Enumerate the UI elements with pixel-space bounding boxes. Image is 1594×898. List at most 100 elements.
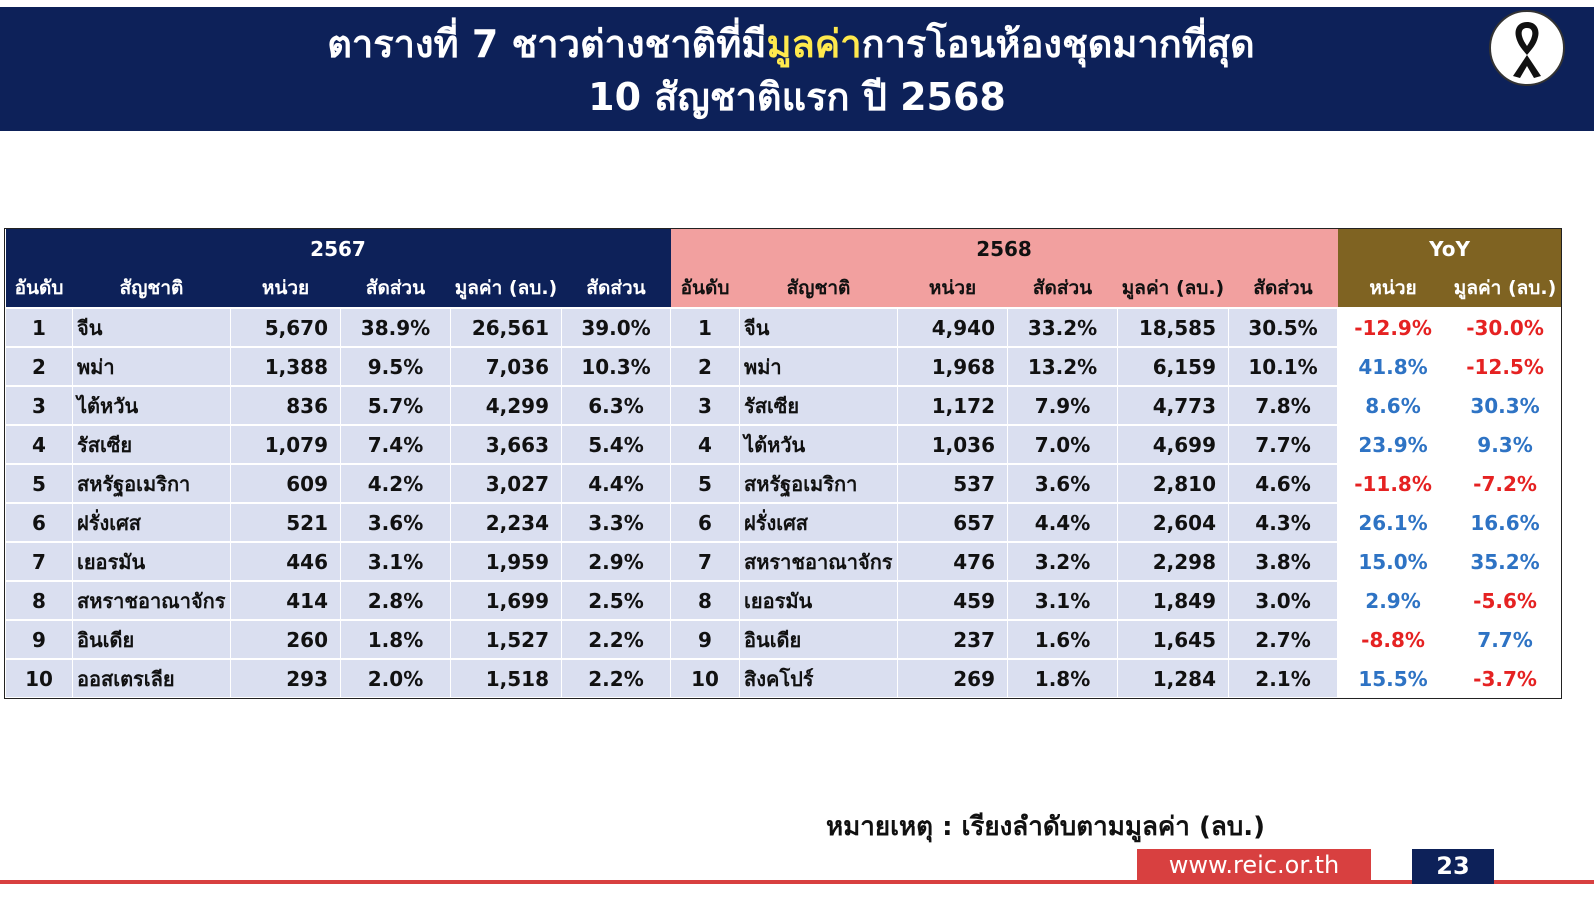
units-2568-cell: 1,036 — [897, 424, 1009, 465]
share-2568-cell: 13.2% — [1007, 346, 1119, 387]
units-2568-cell: 657 — [897, 502, 1009, 543]
value-2568-cell: 1,284 — [1117, 658, 1230, 698]
yoy-value-cell: 30.3% — [1448, 385, 1563, 426]
units-2568-cell: 1,172 — [897, 385, 1009, 426]
value-2568-cell: 4,773 — [1117, 385, 1230, 426]
share-2568-cell: 1.6% — [1007, 619, 1119, 660]
yoy-value-cell: -5.6% — [1448, 580, 1563, 621]
share-2567-cell: 38.9% — [340, 307, 451, 348]
yoy-units-cell: 26.1% — [1337, 502, 1450, 543]
yoy-value-cell: -3.7% — [1448, 658, 1563, 698]
units-2568-cell: 459 — [897, 580, 1009, 621]
nation-2568-cell: สิงคโปร์ — [739, 658, 899, 698]
nation-2568-cell: สหราชอาณาจักร — [739, 541, 899, 582]
rank-2568-cell: 4 — [670, 424, 741, 465]
table-row: 5 สหรัฐอเมริกา 609 4.2% 3,027 4.4% 5 สหรัฐอเมริ… — [5, 463, 1563, 504]
nation-2568-cell: ไต้หวัน — [739, 424, 899, 465]
table-row: 2 พม่า 1,388 9.5% 7,036 10.3% 2 พม่า 1,968 13.2% 6… — [5, 346, 1563, 387]
yoy-value-cell: 35.2% — [1448, 541, 1563, 582]
title-highlight: มูลค่า — [766, 22, 862, 66]
table-row: 9 อินเดีย 260 1.8% 1,527 2.2% 9 อินเดีย 237 1.6% 1… — [5, 619, 1563, 660]
rank-2568-cell: 10 — [670, 658, 741, 698]
yoy-units-cell: 8.6% — [1337, 385, 1450, 426]
nation-2568-cell: อินเดีย — [739, 619, 899, 660]
value-2567-cell: 3,027 — [450, 463, 562, 504]
value-share-2567-cell: 2.5% — [560, 580, 672, 621]
yoy-units-cell: 2.9% — [1337, 580, 1450, 621]
col-header-value-share: สัดส่วน — [1228, 269, 1338, 308]
value-share-2568-cell: 10.1% — [1228, 346, 1339, 387]
share-2568-cell: 33.2% — [1007, 307, 1119, 348]
rank-2568-cell: 6 — [670, 502, 741, 543]
yoy-units-cell: -11.8% — [1337, 463, 1450, 504]
value-share-2567-cell: 2.9% — [560, 541, 672, 582]
share-2567-cell: 3.1% — [340, 541, 451, 582]
share-2568-cell: 3.1% — [1007, 580, 1119, 621]
value-2568-cell: 2,810 — [1117, 463, 1230, 504]
rank-2567-cell: 6 — [5, 502, 73, 543]
value-share-2568-cell: 7.7% — [1228, 424, 1339, 465]
value-2567-cell: 1,699 — [450, 580, 562, 621]
table-row: 4 รัสเซีย 1,079 7.4% 3,663 5.4% 4 ไต้หวัน 1,036 7… — [5, 424, 1563, 465]
units-2568-cell: 237 — [897, 619, 1009, 660]
rank-2567-cell: 1 — [5, 307, 73, 348]
website-link[interactable]: www.reic.or.th — [1137, 849, 1371, 882]
share-2568-cell: 3.6% — [1007, 463, 1119, 504]
rank-2568-cell: 8 — [670, 580, 741, 621]
nation-2567-cell: พม่า — [72, 346, 231, 387]
rank-2567-cell: 4 — [5, 424, 73, 465]
share-2567-cell: 9.5% — [340, 346, 451, 387]
yoy-units-cell: 23.9% — [1337, 424, 1450, 465]
nation-2567-cell: เยอรมัน — [72, 541, 231, 582]
units-2567-cell: 609 — [230, 463, 341, 504]
rank-2568-cell: 9 — [670, 619, 741, 660]
nation-2568-cell: สหรัฐอเมริกา — [739, 463, 899, 504]
rank-2567-cell: 2 — [5, 346, 73, 387]
share-2568-cell: 3.2% — [1007, 541, 1119, 582]
yoy-units-cell: -8.8% — [1337, 619, 1450, 660]
value-share-2567-cell: 6.3% — [560, 385, 672, 426]
value-2567-cell: 7,036 — [450, 346, 562, 387]
value-share-2568-cell: 4.6% — [1228, 463, 1339, 504]
yoy-value-cell: -30.0% — [1448, 307, 1563, 348]
units-2568-cell: 269 — [897, 658, 1009, 698]
group-header-2568: 2568 — [670, 229, 1338, 269]
value-share-2567-cell: 5.4% — [560, 424, 672, 465]
units-2567-cell: 1,079 — [230, 424, 341, 465]
nation-2568-cell: พม่า — [739, 346, 899, 387]
share-2567-cell: 5.7% — [340, 385, 451, 426]
units-2568-cell: 537 — [897, 463, 1009, 504]
col-header-value: มูลค่า (ลบ.) — [450, 269, 562, 308]
value-share-2567-cell: 4.4% — [560, 463, 672, 504]
rank-2568-cell: 7 — [670, 541, 741, 582]
nation-2568-cell: จีน — [739, 307, 899, 348]
page-number: 23 — [1412, 849, 1494, 884]
col-header-share: สัดส่วน — [340, 269, 451, 308]
share-2567-cell: 4.2% — [340, 463, 451, 504]
value-2568-cell: 1,645 — [1117, 619, 1230, 660]
yoy-value-cell: 16.6% — [1448, 502, 1563, 543]
share-2568-cell: 4.4% — [1007, 502, 1119, 543]
nation-2567-cell: สหรัฐอเมริกา — [72, 463, 231, 504]
col-header-rank: อันดับ — [670, 269, 740, 308]
rank-2567-cell: 10 — [5, 658, 73, 698]
yoy-value-cell: 9.3% — [1448, 424, 1563, 465]
yoy-value-cell: -12.5% — [1448, 346, 1563, 387]
table-row: 3 ไต้หวัน 836 5.7% 4,299 6.3% 3 รัสเซีย 1,172 7.9… — [5, 385, 1563, 426]
units-2567-cell: 1,388 — [230, 346, 341, 387]
value-share-2567-cell: 10.3% — [560, 346, 672, 387]
value-share-2567-cell: 3.3% — [560, 502, 672, 543]
yoy-units-cell: 15.5% — [1337, 658, 1450, 698]
share-2567-cell: 2.0% — [340, 658, 451, 698]
col-header-units: หน่วย — [897, 269, 1008, 308]
rank-2568-cell: 2 — [670, 346, 741, 387]
col-header-value: มูลค่า (ลบ.) — [1117, 269, 1229, 308]
value-2568-cell: 6,159 — [1117, 346, 1230, 387]
units-2567-cell: 446 — [230, 541, 341, 582]
yoy-units-cell: -12.9% — [1337, 307, 1450, 348]
footer-rule — [0, 880, 1594, 884]
units-2567-cell: 836 — [230, 385, 341, 426]
value-2568-cell: 2,298 — [1117, 541, 1230, 582]
table-row: 10 ออสเตรเลีย 293 2.0% 1,518 2.2% 10 สิงคโปร์ 26… — [5, 658, 1563, 698]
share-2568-cell: 1.8% — [1007, 658, 1119, 698]
